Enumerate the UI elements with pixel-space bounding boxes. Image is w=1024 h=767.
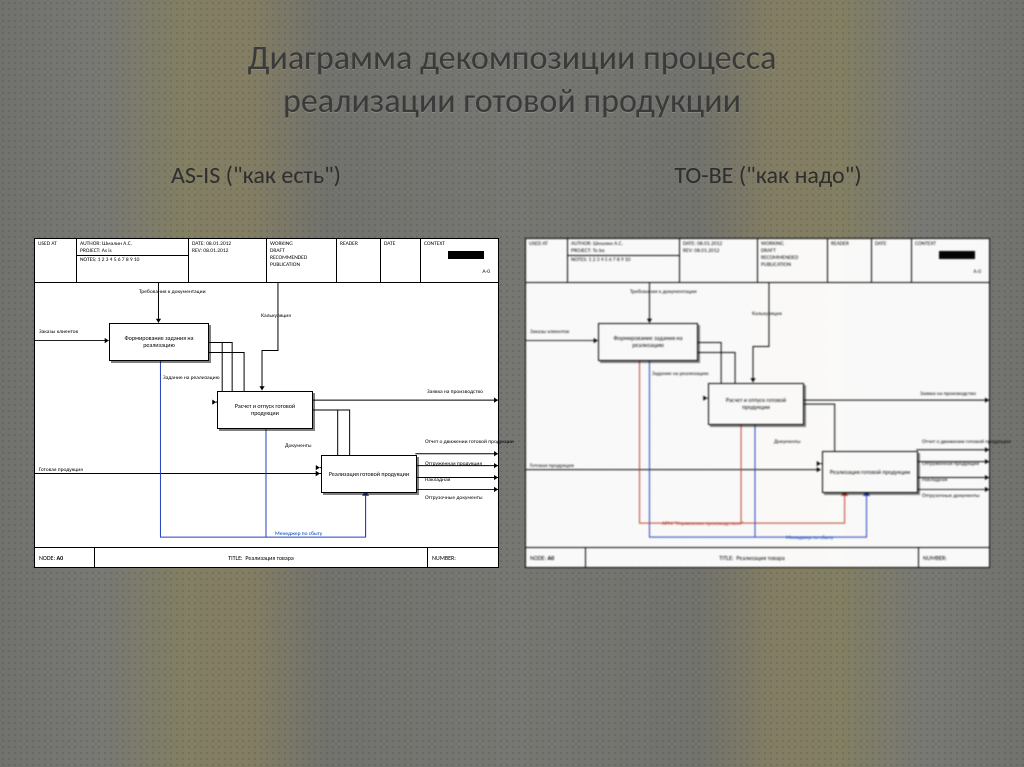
hdr-status-draft: DRAFT (761, 248, 824, 254)
flow-label: Требования к документации (139, 289, 206, 295)
hdr-project: PROJECT: As is (80, 248, 185, 254)
hdr-status-working: WORKING (761, 241, 824, 247)
hdr-context: CONTEXT (915, 241, 986, 247)
flow-label: Задание на реализацию (163, 375, 220, 381)
flow-label: Заказы клиентов (39, 329, 78, 335)
hdr-date-col: DATE (384, 241, 417, 247)
hdr-status-pub: PUBLICATION (270, 262, 333, 268)
process-box: Реализация готовой продукции (321, 455, 417, 493)
ft-title-val: Реализация товара (245, 554, 293, 562)
process-box: Расчет и отпуск готовой продукции (217, 391, 313, 429)
process-box: Формирование задания на реализацию (109, 323, 209, 361)
flow-label: Калькуляция (752, 311, 782, 317)
subtitle-left: AS-IS ("как есть") (0, 161, 512, 190)
ft-title-val: Реализация товара (736, 554, 784, 562)
flow-label: Отгруженная продукция (922, 461, 979, 467)
idef0-header: USED AT AUTHOR: Шмалин А.С. PROJECT: As … (35, 239, 498, 283)
asis-diagram-area: Формирование задания на реализациюРасчет… (35, 283, 498, 547)
hdr-rev: REV: 08.01.2012 (192, 248, 263, 254)
idef0-footer: NODE: A0 TITLE: Реализация товара NUMBER… (526, 547, 989, 567)
hdr-status-pub: PUBLICATION (761, 262, 824, 268)
title-line2: реализации готовой продукции (283, 81, 741, 122)
slide-title: Диаграмма декомпозиции процесса реализац… (0, 0, 1024, 123)
flow-label: АРМ "Управление производством" (662, 521, 744, 527)
flow-label: Отгруженная продукция (425, 461, 482, 467)
hdr-status-rec: RECOMMENDED (270, 255, 333, 261)
flow-label: Заказы клиентов (530, 329, 569, 335)
hdr-notes: NOTES: 1 2 3 4 5 6 7 8 9 10 (77, 255, 188, 264)
flow-label: Отгрузочные документы (425, 495, 483, 501)
ft-node-lbl: NODE: (530, 554, 546, 562)
flow-label: Заявка на производство (427, 389, 483, 395)
flow-label: Задание на реализацию (652, 371, 709, 377)
flow-label: Накладная (922, 477, 947, 483)
hdr-rev: REV: 08.01.2012 (683, 248, 754, 254)
hdr-status-draft: DRAFT (270, 248, 333, 254)
ft-title-lbl: TITLE: (719, 554, 733, 562)
ft-node-val: A0 (547, 554, 554, 562)
idef0-header: USED AT AUTHOR: Шмалин А.С. PROJECT: To … (526, 239, 989, 283)
flow-label: Документы (285, 443, 312, 449)
flow-label: Накладная (425, 477, 450, 483)
flow-label: Отчет о движении готовой продукции (425, 439, 514, 445)
tobe-panel: USED AT AUTHOR: Шмалин А.С. PROJECT: To … (525, 238, 990, 568)
title-line1: Диаграмма декомпозиции процесса (248, 38, 777, 79)
hdr-date-col: DATE (875, 241, 908, 247)
context-box-icon (939, 251, 975, 259)
hdr-status-working: WORKING (270, 241, 333, 247)
flow-label: Калькуляция (261, 313, 291, 319)
flow-label: Отгрузочные документы (922, 493, 980, 499)
hdr-date: DATE: 08.01.2012 (683, 241, 754, 247)
hdr-context-ref: A-0 (482, 269, 490, 275)
hdr-project: PROJECT: To be (571, 248, 676, 254)
hdr-used-at: USED AT (38, 241, 73, 247)
flow-label: Готовая продукция (39, 467, 83, 473)
hdr-author: AUTHOR: Шмалин А.С. (571, 241, 676, 247)
hdr-notes: NOTES: 1 2 3 4 5 6 7 8 9 10 (568, 255, 679, 264)
flow-label: Менеджер по сбыту (786, 535, 833, 541)
ft-num-lbl: NUMBER: (923, 554, 947, 562)
tobe-diagram-area: Формирование задания на реализацию Расчет… (526, 283, 989, 547)
hdr-used-at: USED AT (529, 241, 564, 247)
hdr-reader: READER (340, 241, 377, 247)
asis-panel: USED AT AUTHOR: Шмалин А.С. PROJECT: As … (34, 238, 499, 568)
hdr-context-ref: A-0 (973, 269, 981, 275)
context-box-icon (448, 251, 484, 259)
hdr-date: DATE: 08.01.2012 (192, 241, 263, 247)
flow-label: Менеджер по сбыту (275, 531, 322, 537)
slide-content: Диаграмма декомпозиции процесса реализац… (0, 0, 1024, 767)
process-box: Расчет и отпуск готовой продукции (708, 383, 804, 425)
ft-node-val: A0 (56, 554, 63, 562)
flow-label: Требования к документации (630, 289, 697, 295)
hdr-reader: READER (831, 241, 868, 247)
ft-num-lbl: NUMBER: (432, 554, 456, 562)
hdr-status-rec: RECOMMENDED (761, 255, 824, 261)
ft-title-lbl: TITLE: (228, 554, 242, 562)
idef0-footer: NODE: A0 TITLE: Реализация товара NUMBER… (35, 547, 498, 567)
hdr-context: CONTEXT (424, 241, 495, 247)
flow-label: Документы (774, 439, 801, 445)
flow-label: Готовая продукция (530, 463, 574, 469)
subtitle-right: TO-BE ("как надо") (512, 161, 1024, 190)
flow-label: Заявка на производство (920, 391, 976, 397)
process-box: Формирование задания на реализацию (598, 323, 698, 361)
hdr-author: AUTHOR: Шмалин А.С. (80, 241, 185, 247)
process-box: Реализация готовой продукции (822, 451, 918, 493)
diagram-panels: USED AT AUTHOR: Шмалин А.С. PROJECT: As … (0, 238, 1024, 568)
ft-node-lbl: NODE: (39, 554, 55, 562)
flow-label: Отчет о движении готовой продукции (922, 439, 1011, 445)
subtitle-row: AS-IS ("как есть") TO-BE ("как надо") (0, 161, 1024, 190)
